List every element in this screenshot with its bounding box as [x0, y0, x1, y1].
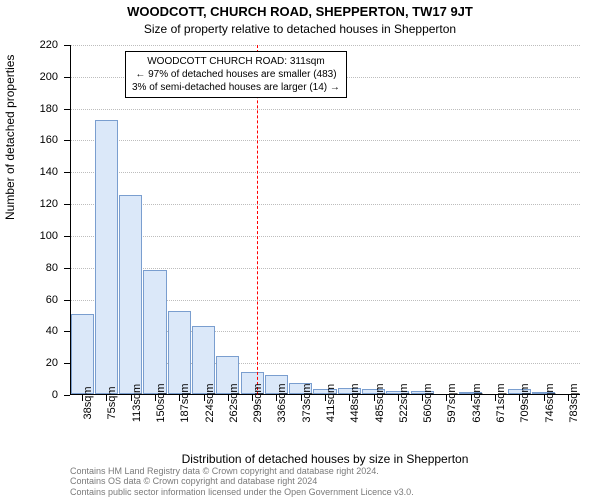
y-tick-label: 120 [40, 198, 58, 210]
x-tick-label: 485sqm [374, 383, 386, 422]
y-tick-label: 60 [46, 294, 58, 306]
x-tick-label: 38sqm [82, 386, 94, 419]
footer-line3: Contains public sector information licen… [70, 487, 414, 498]
x-tick-label: 746sqm [544, 383, 556, 422]
plot-area: WOODCOTT CHURCH ROAD: 311sqm ← 97% of de… [70, 45, 580, 395]
histogram-bar [168, 311, 191, 394]
histogram-bar [71, 314, 94, 394]
y-tick-label: 200 [40, 71, 58, 83]
x-tick-label: 783sqm [568, 383, 580, 422]
x-tick-label: 262sqm [228, 383, 240, 422]
x-tick-label: 299sqm [252, 383, 264, 422]
x-tick-label: 522sqm [398, 383, 410, 422]
x-tick-label: 709sqm [519, 383, 531, 422]
annotation-line2: ← 97% of detached houses are smaller (48… [132, 68, 340, 81]
x-tick-label: 634sqm [471, 383, 483, 422]
y-tick-label: 20 [46, 357, 58, 369]
x-tick-label: 560sqm [422, 383, 434, 422]
histogram-bar [119, 195, 142, 394]
y-tick-label: 220 [40, 39, 58, 51]
chart-title: WOODCOTT, CHURCH ROAD, SHEPPERTON, TW17 … [0, 4, 600, 19]
annotation-line3: 3% of semi-detached houses are larger (1… [132, 81, 340, 94]
y-axis-label: Number of detached properties [3, 55, 17, 220]
x-tick-label: 336sqm [276, 383, 288, 422]
footer-line1: Contains HM Land Registry data © Crown c… [70, 466, 414, 477]
y-tick-label: 40 [46, 325, 58, 337]
y-axis-line [70, 45, 71, 395]
footer: Contains HM Land Registry data © Crown c… [70, 466, 414, 498]
x-tick-label: 597sqm [446, 383, 458, 422]
annotation-line1: WOODCOTT CHURCH ROAD: 311sqm [132, 55, 340, 68]
x-tick-label: 187sqm [179, 383, 191, 422]
x-tick-label: 671sqm [495, 383, 507, 422]
x-axis-label: Distribution of detached houses by size … [70, 452, 580, 466]
chart-subtitle: Size of property relative to detached ho… [0, 22, 600, 36]
chart-container: WOODCOTT, CHURCH ROAD, SHEPPERTON, TW17 … [0, 0, 600, 500]
x-tick-label: 75sqm [106, 386, 118, 419]
x-tick-label: 113sqm [131, 384, 143, 422]
y-tick-label: 180 [40, 103, 58, 115]
histogram-bar [143, 270, 166, 394]
x-tick-label: 150sqm [155, 383, 167, 422]
y-tick-label: 80 [46, 262, 58, 274]
footer-line2: Contains OS data © Crown copyright and d… [70, 476, 414, 487]
x-tick-label: 411sqm [325, 384, 337, 422]
y-tick-label: 140 [40, 166, 58, 178]
annotation-box: WOODCOTT CHURCH ROAD: 311sqm ← 97% of de… [125, 51, 347, 98]
histogram-bar [95, 120, 118, 394]
x-tick-label: 224sqm [204, 383, 216, 422]
y-tick-label: 160 [40, 134, 58, 146]
y-tick-label: 0 [52, 389, 58, 401]
y-tick-label: 100 [40, 230, 58, 242]
x-tick-label: 373sqm [301, 383, 313, 422]
x-tick-label: 448sqm [349, 383, 361, 422]
